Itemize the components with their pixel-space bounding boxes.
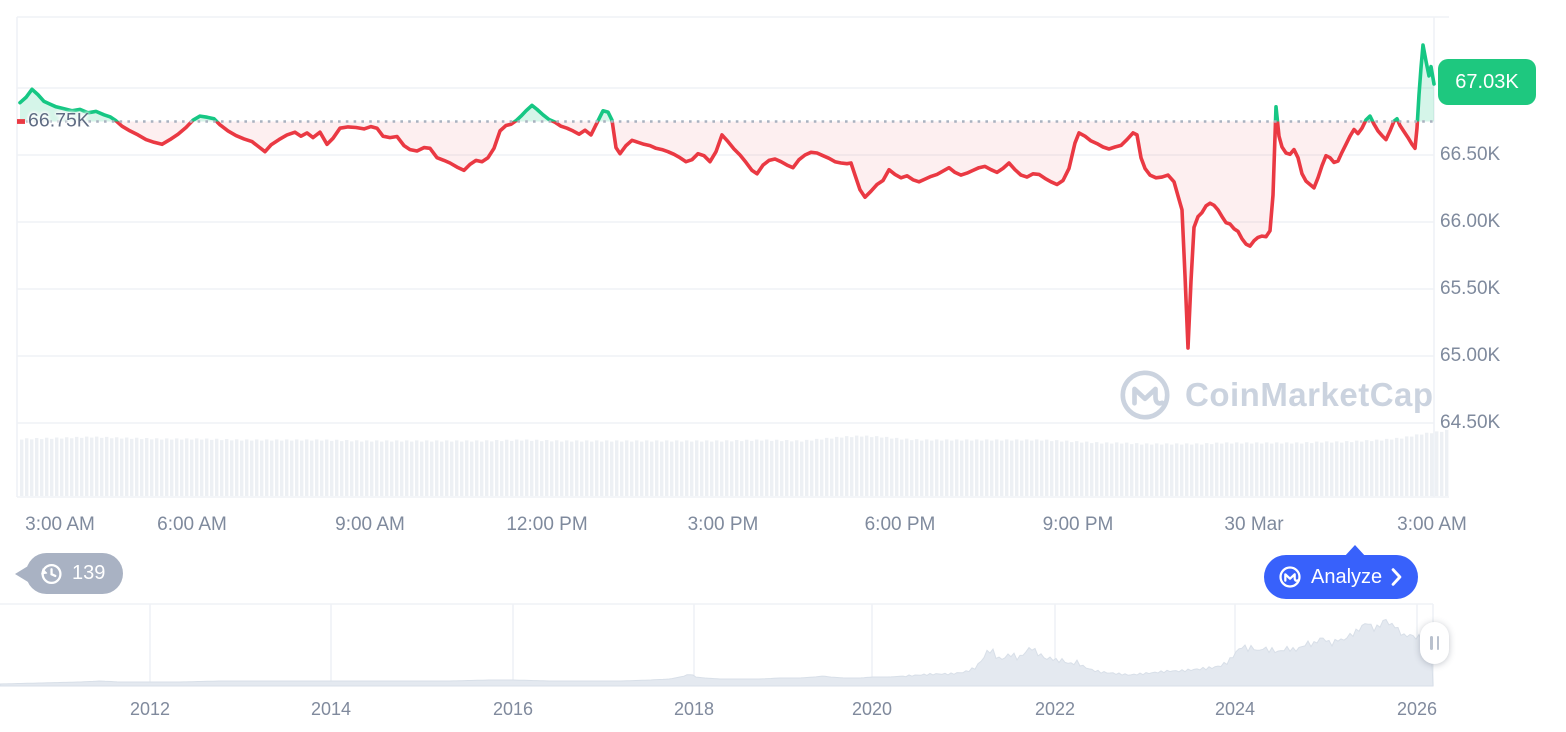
last-price-badge: 67.03K xyxy=(1438,59,1536,105)
pause-bars-icon xyxy=(1430,636,1433,650)
timeline-year-label: 2026 xyxy=(1396,699,1438,719)
analyze-button[interactable]: Analyze xyxy=(1264,555,1419,599)
x-axis-label: 3:00 PM xyxy=(687,514,759,535)
y-axis-label: 66.00K xyxy=(1440,211,1501,232)
x-axis-label: 3:00 AM xyxy=(1397,514,1467,535)
chevron-right-icon xyxy=(1391,568,1402,586)
watermark-text: CoinMarketCap xyxy=(1185,376,1434,413)
y-axis-label: 66.50K xyxy=(1440,144,1501,165)
timeline-year-label: 2016 xyxy=(492,699,534,719)
timeline-year-label: 2018 xyxy=(673,699,715,719)
timeline-range-handle[interactable] xyxy=(1420,622,1449,664)
history-clock-icon xyxy=(41,563,62,584)
x-axis-label: 9:00 AM xyxy=(335,514,405,535)
coinmarketcap-logo-icon xyxy=(1120,370,1170,420)
x-axis-label: 9:00 PM xyxy=(1042,514,1114,535)
y-axis-label: 65.00K xyxy=(1440,345,1501,366)
y-axis-label: 65.50K xyxy=(1440,278,1501,299)
pause-bars-icon xyxy=(1436,636,1439,650)
history-badge-count: 139 xyxy=(72,562,106,584)
coinmarketcap-logo-icon xyxy=(1279,566,1301,588)
analyze-button-label: Analyze xyxy=(1311,565,1383,588)
analyze-button-notch xyxy=(1344,545,1366,557)
x-axis-label: 30 Mar xyxy=(1224,514,1284,535)
x-axis-label: 3:00 AM xyxy=(25,514,95,535)
timeline-year-label: 2022 xyxy=(1034,699,1076,719)
timeline-year-label: 2024 xyxy=(1214,699,1256,719)
x-axis-label: 12:00 PM xyxy=(506,514,588,535)
timeline-year-label: 2012 xyxy=(129,699,171,719)
watermark: CoinMarketCap xyxy=(1118,368,1434,422)
price-chart-canvas[interactable] xyxy=(0,0,1566,545)
timeline-year-label: 2020 xyxy=(851,699,893,719)
history-badge[interactable]: 139 xyxy=(26,553,124,594)
x-axis-label: 6:00 AM xyxy=(157,514,227,535)
open-price-label: 66.75K xyxy=(28,109,90,132)
timeline-year-label: 2014 xyxy=(310,699,352,719)
x-axis-label: 6:00 PM xyxy=(864,514,936,535)
y-axis-label: 64.50K xyxy=(1440,412,1501,433)
